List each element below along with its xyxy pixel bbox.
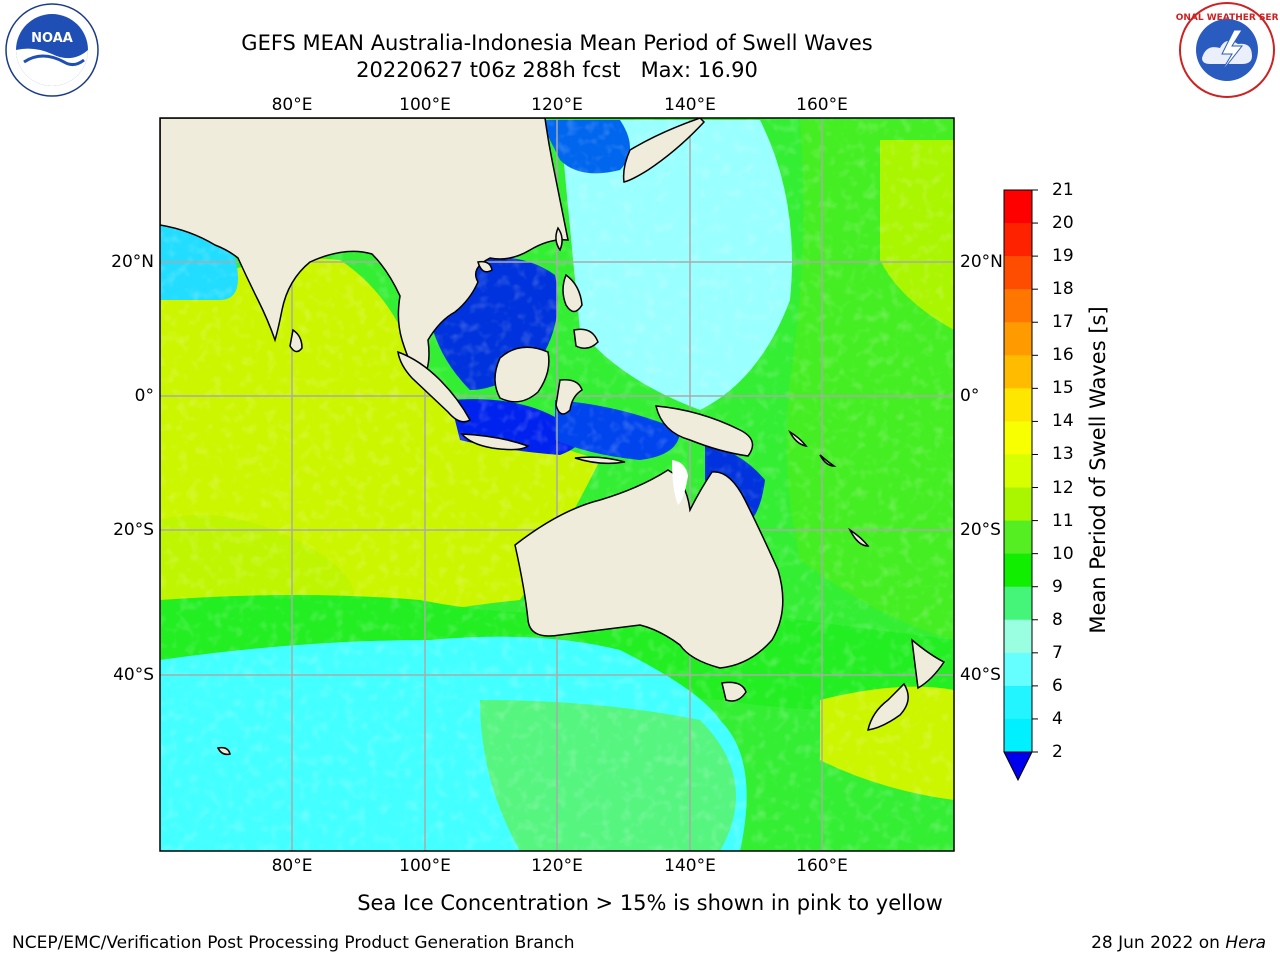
land-mindanao: [573, 328, 599, 349]
colorbar-swatch: [1004, 487, 1032, 522]
land-borneo: [494, 346, 550, 403]
colorbar-tick-label: 6: [1052, 675, 1063, 696]
colorbar-swatch: [1004, 619, 1032, 654]
footer-date: 28 Jun 2022 on: [1091, 933, 1226, 953]
land-taiwan: [555, 226, 563, 252]
colorbar-swatch: [1004, 553, 1032, 588]
land-vanuatu: [819, 454, 837, 467]
colorbar-swatch: [1004, 388, 1032, 422]
lat-tick-right: 0°: [960, 386, 980, 406]
chart-subtitle: 20220627 t06z 288h fcst Max: 16.90: [356, 58, 758, 82]
colorbar-swatch: [1004, 454, 1032, 489]
colorbar-tick-label: 8: [1052, 609, 1063, 630]
colorbar-tick-label: 14: [1052, 411, 1074, 432]
land-australia: [514, 469, 784, 669]
white-patch-arafura: [672, 460, 688, 505]
land-kerguelen: [216, 746, 231, 756]
lon-tick-bottom: 120°E: [531, 856, 583, 876]
land-sumatra: [397, 350, 472, 423]
lon-tick-bottom: 160°E: [796, 856, 848, 876]
map-frame: [159, 117, 955, 852]
colorbar-tick-label: 13: [1052, 444, 1074, 465]
colorbar-tick-label: 17: [1052, 312, 1074, 333]
colorbar-swatch: [1004, 652, 1032, 687]
lon-tick-bottom: 100°E: [399, 856, 451, 876]
colorbar-tick-label: 10: [1052, 543, 1074, 564]
colorbar-swatch: [1004, 421, 1032, 455]
sea-ice-note: Sea Ice Concentration > 15% is shown in …: [357, 891, 943, 915]
colorbar-tick-label: 11: [1052, 510, 1074, 531]
lon-tick-top: 140°E: [664, 95, 716, 115]
lat-tick-right: 40°S: [960, 665, 1001, 685]
land-asia: [160, 118, 569, 382]
lon-tick-bottom: 80°E: [271, 856, 313, 876]
land-tasmania: [721, 681, 747, 702]
chart-title: GEFS MEAN Australia-Indonesia Mean Perio…: [241, 31, 873, 55]
noaa-logo-text: NOAA: [31, 31, 73, 46]
land-java: [460, 433, 530, 451]
land-luzon: [562, 273, 583, 313]
colorbar-tick-label: 21: [1052, 180, 1074, 200]
land-nz-south: [867, 682, 909, 731]
land-timor: [574, 456, 626, 465]
landmasses: [160, 118, 946, 756]
lat-tick-left: 40°S: [113, 665, 154, 685]
colorbar-swatch: [1004, 718, 1032, 753]
land-newcaledonia: [848, 527, 870, 547]
land-japan: [622, 118, 706, 183]
colorbar-swatch: [1004, 322, 1032, 356]
footer-machine: Hera: [1225, 933, 1266, 953]
colorbar-tick-label: 9: [1052, 576, 1063, 597]
land-newguinea: [655, 405, 754, 457]
land-hainan: [477, 260, 493, 273]
lon-tick-bottom: 140°E: [664, 856, 716, 876]
colorbar-extend-arrow: [1003, 751, 1033, 782]
lon-tick-top: 160°E: [796, 95, 848, 115]
colorbar-swatch: [1004, 586, 1032, 621]
lon-tick-top: 120°E: [531, 95, 583, 115]
lon-tick-top: 100°E: [399, 95, 451, 115]
land-sulawesi: [555, 378, 583, 415]
lat-tick-right: 20°N: [960, 252, 1003, 272]
footer-right: 28 Jun 2022 on Hera: [1091, 933, 1266, 953]
colorbar-swatch: [1004, 190, 1032, 224]
colorbar-tick-label: 20: [1052, 213, 1074, 234]
colorbar-swatch: [1004, 685, 1032, 720]
colorbar-tick-label: 7: [1052, 642, 1063, 663]
colorbar-swatch: [1004, 520, 1032, 555]
land-solomons: [788, 430, 808, 448]
colorbar-swatch: [1004, 289, 1032, 323]
colorbar-tick-label: 12: [1052, 477, 1074, 498]
colorbar-swatch: [1004, 355, 1032, 389]
colorbar-tick-label: 19: [1052, 246, 1074, 267]
lat-tick-left: 20°S: [113, 520, 154, 540]
colorbar-label: Mean Period of Swell Waves [s]: [1086, 306, 1110, 634]
nws-logo-text: NATIONAL WEATHER SERVICE: [1176, 13, 1278, 23]
nws-logo: NATIONAL WEATHER SERVICE: [1152, 0, 1280, 104]
colorbar-tick-label: 18: [1052, 279, 1074, 300]
land-srilanka: [289, 328, 303, 353]
lat-tick-left: 0°: [134, 386, 154, 406]
colorbar-tick-label: 16: [1052, 345, 1074, 366]
colorbar-swatch: [1004, 256, 1032, 290]
colorbar-tick-label: 4: [1052, 708, 1063, 729]
lon-tick-top: 80°E: [271, 95, 313, 115]
colorbar-swatch: [1004, 223, 1032, 257]
noaa-logo: NOAA: [2, 2, 102, 102]
colorbar-tick-label: 15: [1052, 378, 1074, 399]
colorbar-frame: [1003, 189, 1033, 753]
lat-tick-left: 20°N: [111, 252, 154, 272]
colorbar-tick-label: 2: [1052, 742, 1063, 762]
lat-tick-right: 20°S: [960, 520, 1001, 540]
land-nz-north: [911, 638, 946, 690]
footer-left: NCEP/EMC/Verification Post Processing Pr…: [12, 933, 575, 953]
